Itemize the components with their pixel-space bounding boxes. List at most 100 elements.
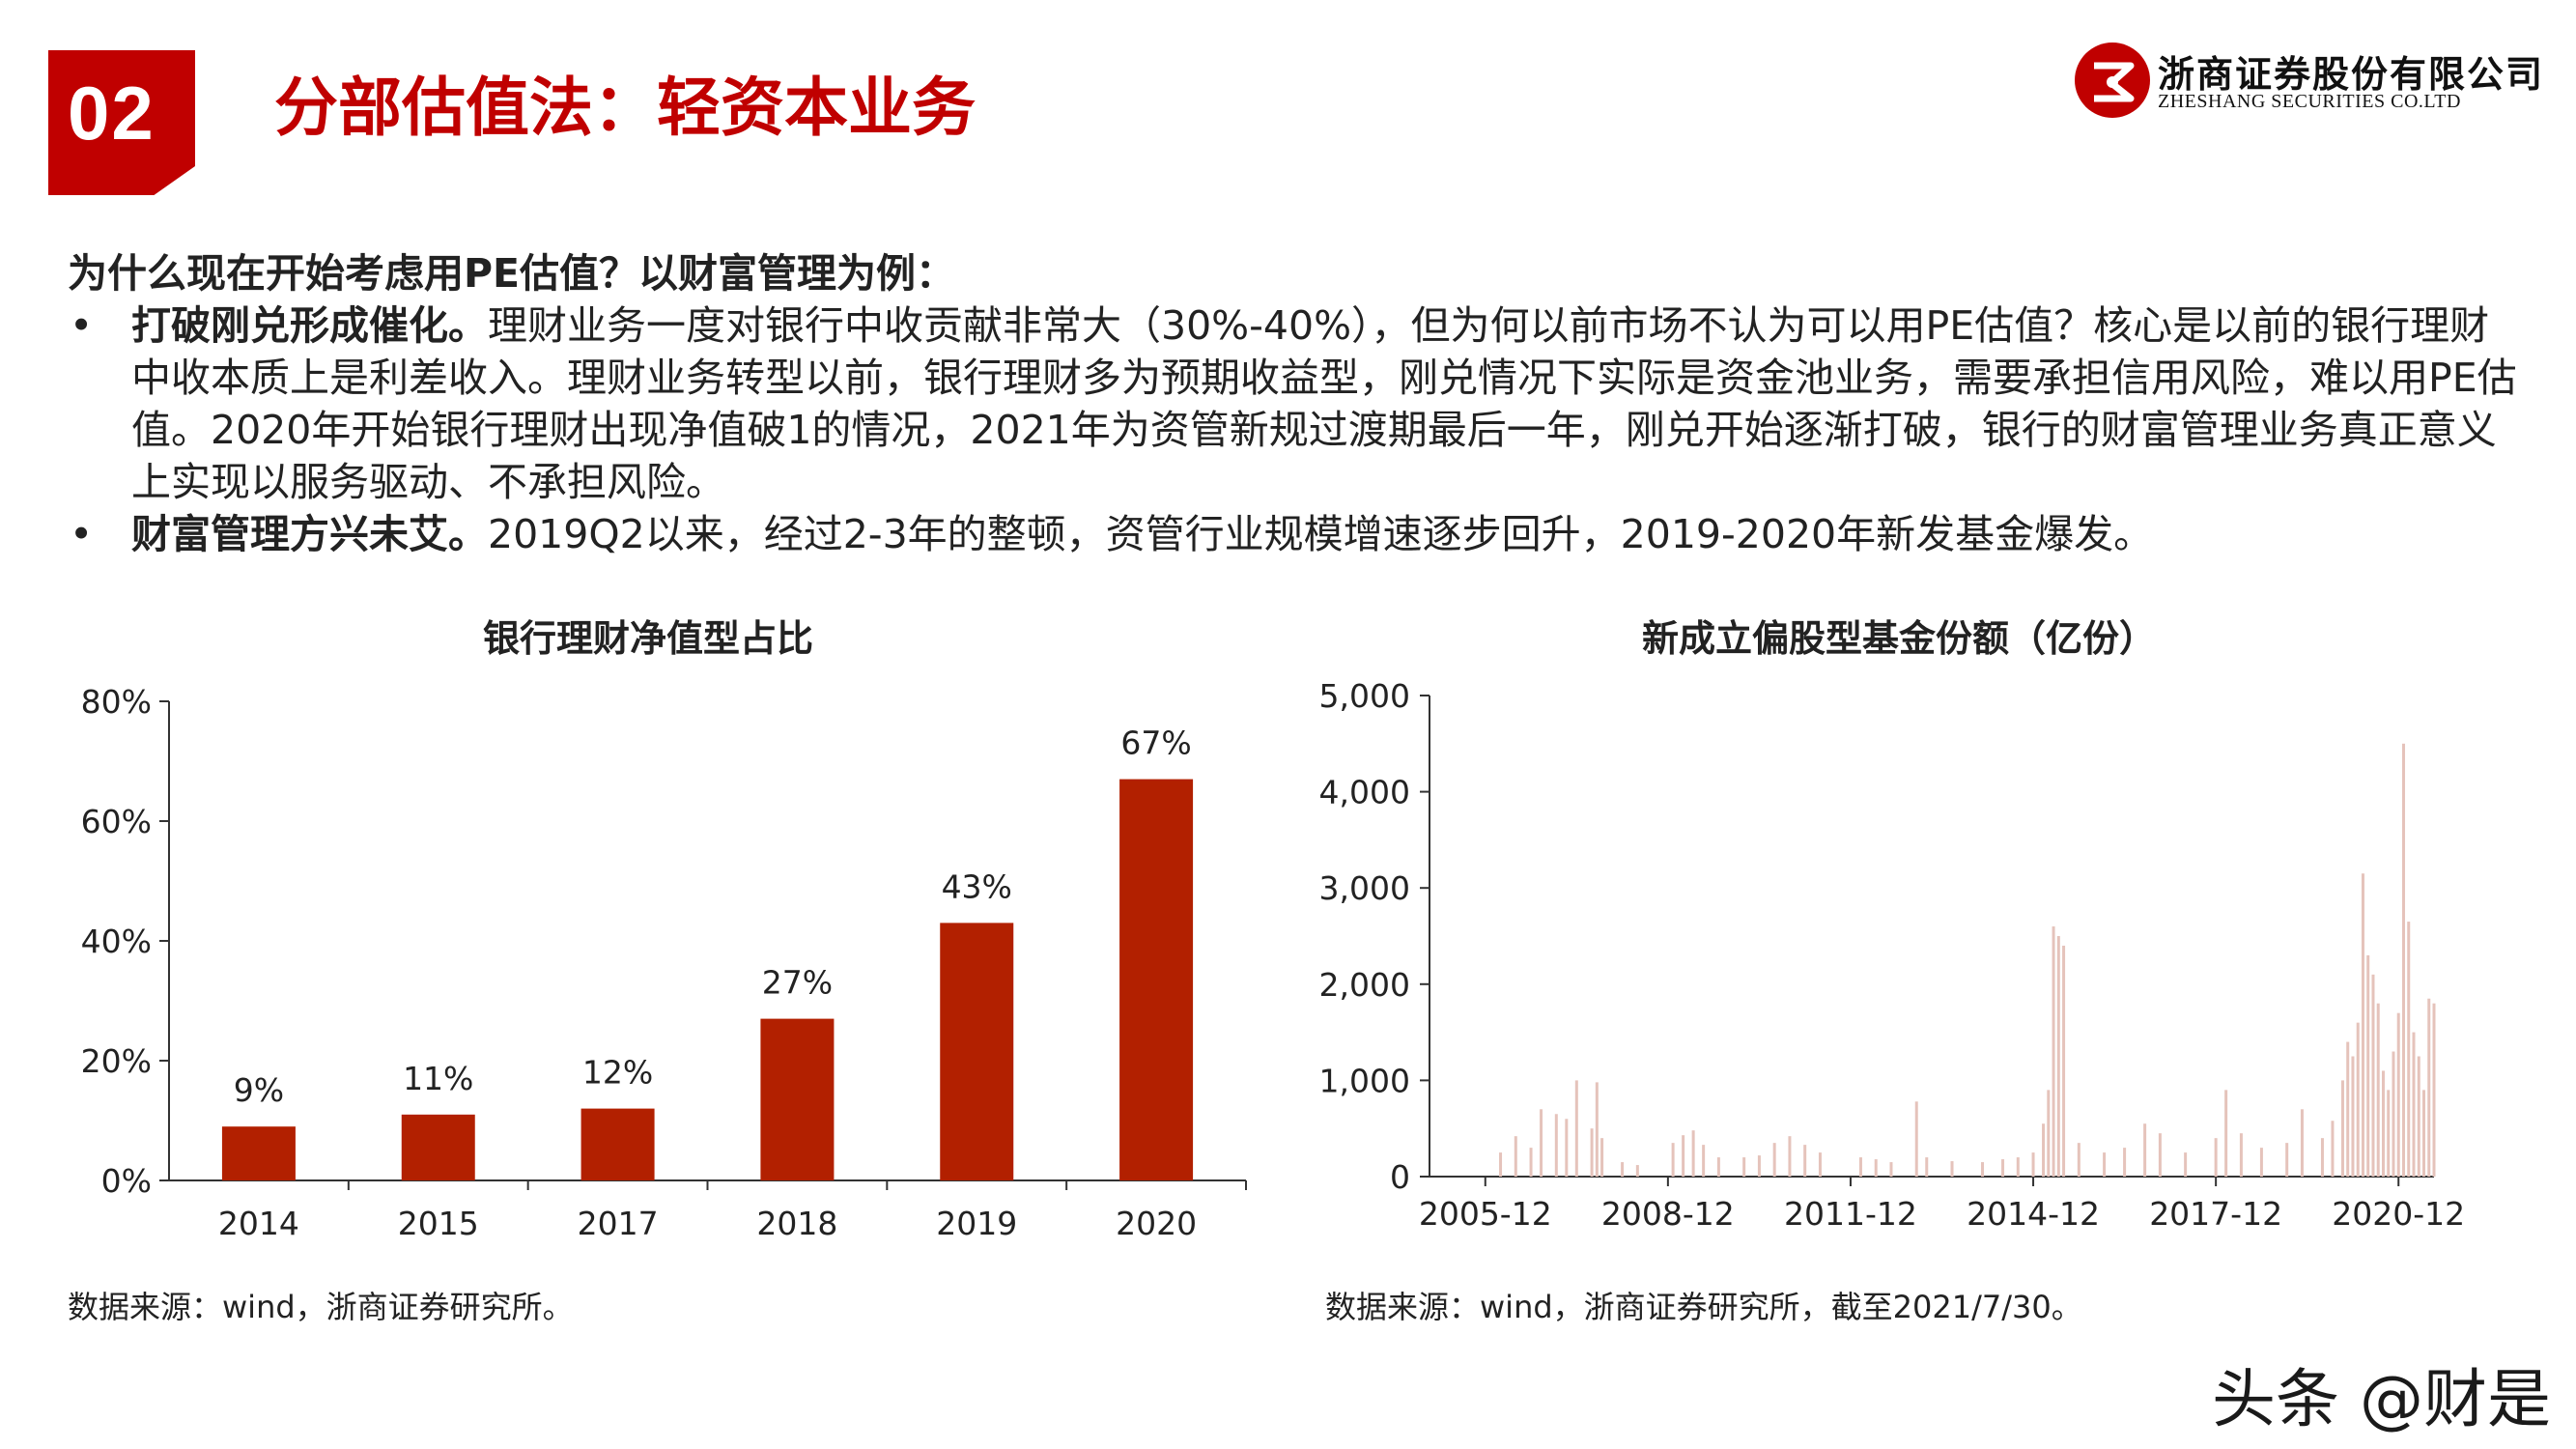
bar — [1950, 1161, 1954, 1177]
bar — [2123, 1148, 2127, 1177]
brand-name-en: ZHESHANG SECURITIES CO.LTD — [2158, 91, 2461, 112]
x-tick-label: 2017-12 — [2149, 1195, 2282, 1233]
bar — [2407, 922, 2411, 1177]
section-heading: 为什么现在开始考虑用PE估值？以财富管理为例： — [68, 250, 956, 297]
bar — [1788, 1136, 1792, 1177]
bar — [1595, 1082, 1599, 1177]
y-tick-label: 3,000 — [1319, 869, 1410, 907]
x-tick-label: 2014-12 — [1967, 1195, 2100, 1233]
y-tick-label: 5,000 — [1319, 677, 1410, 715]
bar — [2042, 1123, 2046, 1177]
x-tick-label: 2014 — [218, 1205, 299, 1242]
bar — [221, 1126, 296, 1180]
bar — [2224, 1090, 2228, 1177]
bar — [2401, 743, 2405, 1177]
bar — [1635, 1165, 1639, 1177]
company-logo-icon — [2075, 43, 2150, 118]
right-chart-title: 新成立偏股型基金份额（亿份） — [1642, 617, 2157, 660]
bullet-dot-icon: • — [70, 511, 94, 557]
x-tick-label: 2019 — [936, 1205, 1017, 1242]
bar — [1529, 1148, 1533, 1177]
y-tick-label: 20% — [81, 1042, 152, 1080]
bar — [760, 1018, 835, 1180]
bar — [2001, 1159, 2005, 1177]
x-tick-label: 2011-12 — [1784, 1195, 1917, 1233]
bar — [2346, 1041, 2350, 1177]
left-bar-chart: 0% 20% 40% 60% 80% 9% 2014 11% 2015 12% 2017 27% 201… — [81, 683, 1247, 1242]
bar — [2366, 954, 2370, 1177]
bar — [1702, 1145, 1706, 1177]
data-label: 67% — [1120, 724, 1191, 762]
y-tick-label: 4,000 — [1319, 774, 1410, 811]
bar — [1540, 1109, 1543, 1177]
bar — [1590, 1128, 1594, 1177]
bar — [1574, 1080, 1578, 1177]
right-bar-chart: 0 1,000 2,000 3,000 4,000 5,000 2005-12 2008-12… — [1319, 677, 2466, 1233]
bullet-2-text: 2019Q2以来，经过2-3年的整顿，资管行业规模增速逐步回升，2019-202… — [488, 511, 2154, 557]
y-tick-label: 80% — [81, 683, 152, 721]
y-tick-label: 40% — [81, 923, 152, 960]
bar — [2427, 998, 2431, 1177]
bar — [2331, 1121, 2335, 1177]
bar — [1874, 1159, 1878, 1177]
left-chart-source: 数据来源：wind，浙商证券研究所。 — [68, 1289, 574, 1325]
bar — [2214, 1138, 2218, 1177]
bar — [1803, 1145, 1807, 1177]
bar — [1757, 1155, 1761, 1177]
bar — [1691, 1130, 1695, 1177]
bar — [2432, 1003, 2436, 1177]
bullet-1-text: 理财业务一度对银行中收贡献非常大（30%-40%），但为何以前市场不认为可以用P… — [131, 302, 2517, 505]
bullet-2-lead: 财富管理方兴未艾。 — [131, 511, 488, 557]
bar — [2056, 936, 2060, 1177]
bar — [1889, 1162, 1893, 1177]
bar — [2412, 1032, 2416, 1177]
x-tick-label: 2020 — [1116, 1205, 1197, 1242]
bar — [1499, 1152, 1503, 1177]
bar — [2077, 1143, 2081, 1177]
bar — [1621, 1162, 1625, 1177]
bullet-dot-icon: • — [70, 302, 94, 349]
bar — [2285, 1143, 2289, 1177]
right-chart-source: 数据来源：wind，浙商证券研究所，截至2021/7/30。 — [1325, 1289, 2082, 1325]
bar — [1981, 1162, 1985, 1177]
x-tick-label: 2005-12 — [1419, 1195, 1552, 1233]
left-chart-title: 银行理财净值型占比 — [483, 617, 814, 660]
bar — [2062, 945, 2066, 1177]
bar — [2417, 1056, 2420, 1177]
bar — [1914, 1101, 1918, 1177]
bar — [940, 923, 1014, 1180]
bullet-1: • 打破刚兑形成催化。理财业务一度对银行中收贡献非常大（30%-40%），但为何以… — [68, 299, 2521, 508]
bar — [1554, 1114, 1558, 1177]
bar — [2381, 1070, 2385, 1177]
bar — [1600, 1138, 1604, 1177]
bar — [580, 1108, 655, 1180]
bar — [1682, 1135, 1685, 1177]
bar — [2376, 1003, 2380, 1177]
bar — [2340, 1080, 2344, 1177]
x-tick-label: 2008-12 — [1601, 1195, 1735, 1233]
bar — [2421, 1090, 2425, 1177]
bar — [2371, 974, 2375, 1177]
bar — [2387, 1090, 2391, 1177]
x-tick-label: 2018 — [756, 1205, 837, 1242]
y-tick-label: 0% — [101, 1162, 152, 1200]
bar — [1565, 1119, 1569, 1177]
bar — [2392, 1051, 2395, 1177]
y-tick-label: 1,000 — [1319, 1062, 1410, 1099]
bar — [2361, 873, 2364, 1177]
y-tick-label: 60% — [81, 803, 152, 840]
section-number: 02 — [68, 71, 156, 156]
bar — [2184, 1152, 2188, 1177]
bar — [2396, 1012, 2400, 1177]
bar — [1818, 1152, 1822, 1177]
data-label: 12% — [582, 1054, 653, 1092]
bar — [1742, 1157, 1746, 1177]
bar — [1925, 1157, 1929, 1177]
bar — [2300, 1109, 2304, 1177]
bar — [1119, 779, 1194, 1180]
company-logo: 浙商证券股份有限公司 ZHESHANG SECURITIES CO.LTD — [2073, 41, 2542, 128]
bar — [2239, 1133, 2243, 1177]
body-text: 为什么现在开始考虑用PE估值？以财富管理为例： • 打破刚兑形成催化。理财业务一度… — [68, 247, 2521, 560]
bar — [2031, 1152, 2035, 1177]
bar — [401, 1114, 475, 1180]
